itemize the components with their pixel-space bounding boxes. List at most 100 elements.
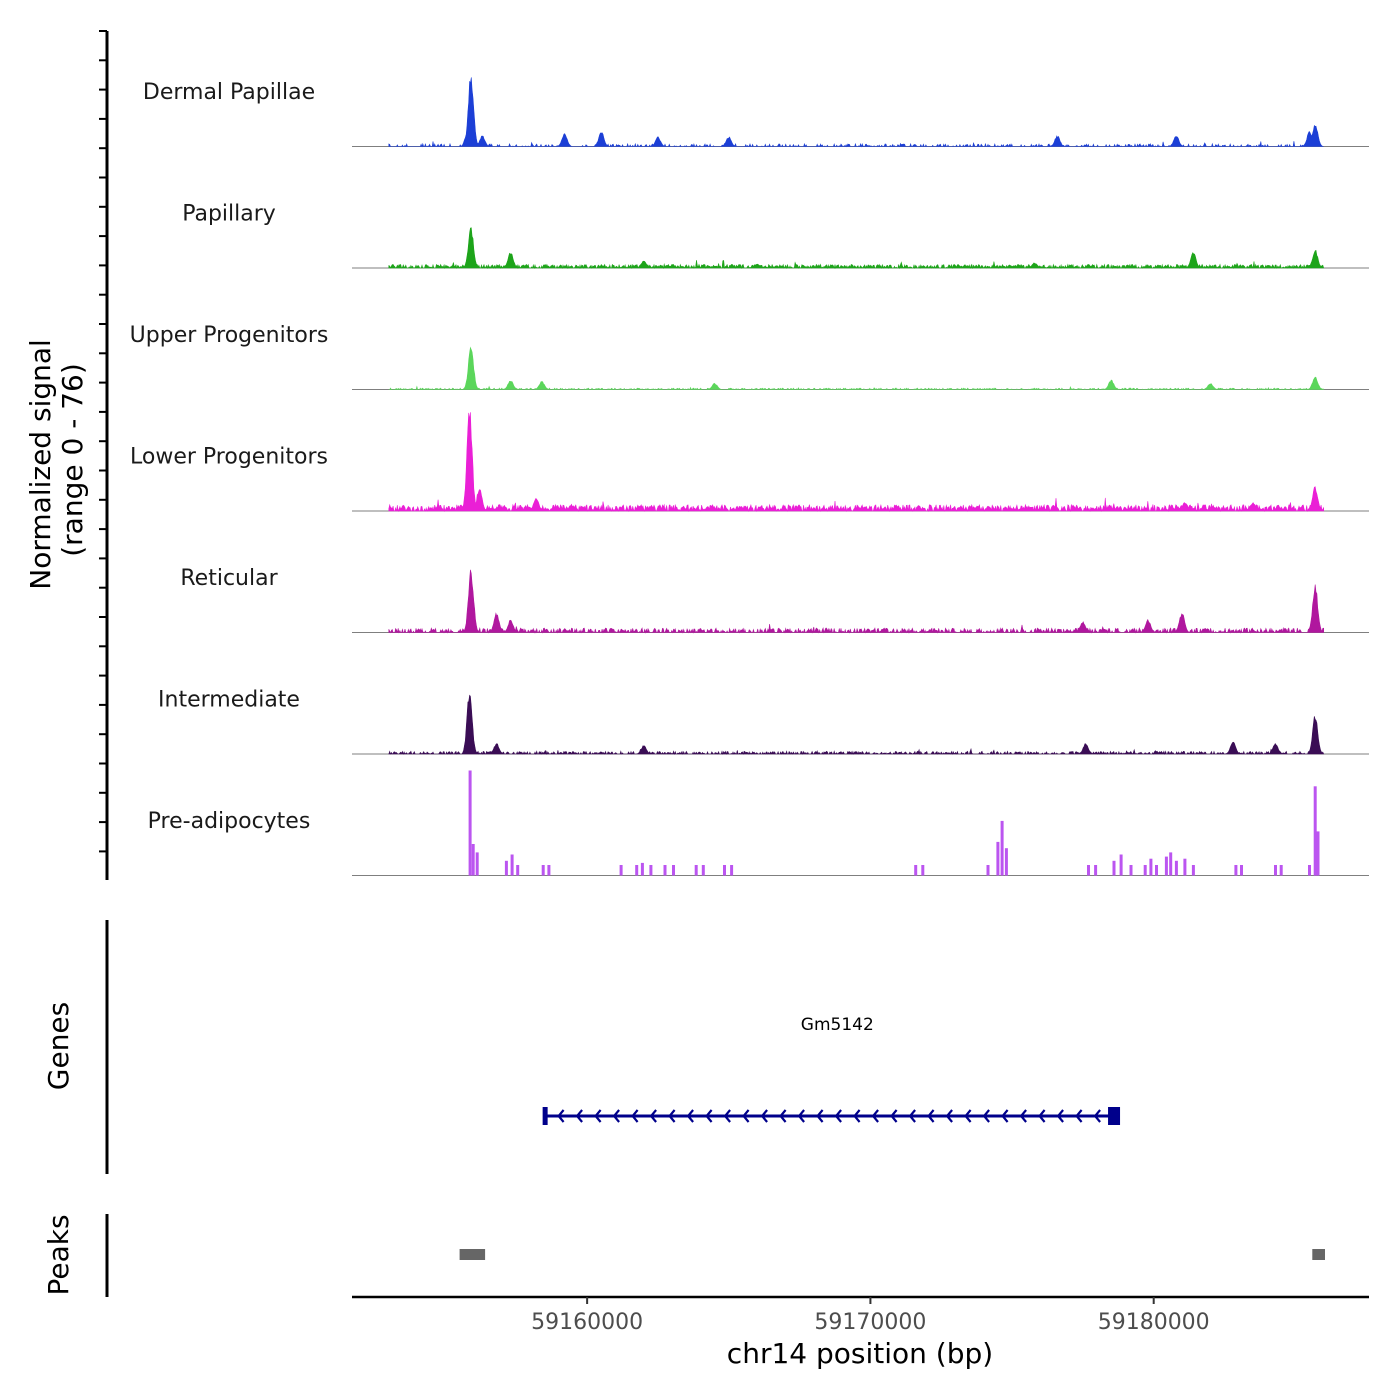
x-tick-label: 59160000 (531, 1310, 643, 1335)
signal-spike (694, 865, 698, 876)
signal-spike (701, 865, 705, 876)
strand-arrow (668, 1109, 676, 1123)
signal-spike (1240, 865, 1243, 876)
track-label: Pre-adipocytes (148, 809, 311, 834)
signal-spike (1000, 820, 1004, 876)
strand-arrow (908, 1109, 916, 1123)
strand-arrow (686, 1109, 694, 1123)
signal-spike (640, 862, 644, 876)
strand-arrow (705, 1109, 713, 1123)
strand-arrow (982, 1109, 990, 1123)
track-list: Dermal Papillae Papillary Upper Progenitor… (130, 77, 1369, 876)
peaks-panel-label: Peaks (42, 1214, 75, 1295)
track-label: Reticular (180, 566, 278, 591)
signal-spike (1149, 858, 1153, 876)
signal-spike (510, 854, 514, 876)
peak-regions (459, 1249, 1325, 1260)
strand-arrow (1038, 1109, 1046, 1123)
signal-spike (541, 865, 545, 876)
signal-spike (1191, 865, 1195, 876)
strand-arrow (945, 1109, 953, 1123)
track-label: Intermediate (158, 688, 300, 713)
signal-area (388, 77, 1324, 148)
peak-region (1312, 1249, 1325, 1260)
track: Intermediate (158, 688, 1369, 756)
gene-exon (542, 1107, 548, 1125)
signal-spike (1169, 852, 1173, 876)
y-axis-label-line1: Normalized signal (24, 339, 57, 590)
strand-arrow (557, 1109, 565, 1123)
signal-spike (475, 852, 479, 876)
signal-area (388, 569, 1324, 634)
strand-arrow (649, 1109, 657, 1123)
signal-spike (1313, 786, 1317, 876)
strand-arrow (612, 1109, 620, 1123)
gene-items: Gm5142 (542, 1015, 1121, 1125)
strand-arrow (964, 1109, 972, 1123)
strand-arrow (594, 1109, 602, 1123)
gene-label: Gm5142 (801, 1015, 874, 1035)
signal-spike (1087, 865, 1090, 876)
strand-arrow (779, 1109, 787, 1123)
strand-arrow (742, 1109, 750, 1123)
track-label: Upper Progenitors (130, 323, 329, 348)
signal-spike (635, 865, 639, 876)
signal-spike (649, 865, 653, 876)
y-axis-label: Normalized signal (range 0 - 76) (24, 330, 89, 589)
signal-area (388, 694, 1325, 756)
signal-spike (1308, 865, 1311, 876)
strand-arrow (834, 1109, 842, 1123)
genes-panel: Genes Gm5142 (42, 920, 1121, 1174)
track: Lower Progenitors (130, 412, 1369, 513)
signal-spike (723, 865, 726, 876)
strand-arrow (890, 1109, 898, 1123)
track: Papillary (182, 202, 1369, 270)
track: Upper Progenitors (130, 323, 1369, 391)
strand-arrow (575, 1109, 583, 1123)
coverage-panel: Normalized signal (range 0 - 76) Dermal … (24, 30, 1369, 880)
gene: Gm5142 (542, 1015, 1121, 1125)
gene-exon (1108, 1107, 1121, 1125)
x-axis-ticks: 59160000 59170000 59180000 (531, 1297, 1210, 1335)
strand-arrow (1001, 1109, 1009, 1123)
track-label: Dermal Papillae (143, 80, 315, 105)
x-axis: 59160000 59170000 59180000 chr14 position … (352, 1295, 1369, 1370)
signal-spike (663, 865, 667, 876)
signal-spike (516, 865, 520, 876)
signal-spike (1129, 865, 1133, 876)
strand-arrow (816, 1109, 824, 1123)
signal-spike (1174, 860, 1178, 876)
signal-spike (730, 865, 734, 876)
signal-spike (471, 844, 475, 876)
x-tick-label: 59170000 (814, 1310, 926, 1335)
track: Dermal Papillae (143, 77, 1369, 148)
strand-arrow (797, 1109, 805, 1123)
signal-spike (619, 865, 623, 876)
track-label: Papillary (182, 202, 276, 227)
peak-region (459, 1249, 486, 1260)
signal-spike (996, 841, 1000, 876)
peaks-panel: Peaks (42, 1214, 1325, 1297)
signal-spike (1143, 865, 1147, 876)
strand-arrow (1056, 1109, 1064, 1123)
signal-spike (1004, 848, 1008, 876)
signal-spike (1316, 831, 1320, 876)
signal-spike (1094, 865, 1098, 876)
signal-spike (468, 770, 472, 876)
signal-spike (1274, 865, 1277, 876)
signal-spike (547, 865, 551, 876)
signal-spike (921, 865, 925, 876)
signal-spike (1279, 865, 1283, 876)
signal-spike (1183, 858, 1187, 876)
signal-area (388, 412, 1324, 513)
strand-arrow (871, 1109, 879, 1123)
x-axis-label: chr14 position (bp) (727, 1337, 993, 1370)
signal-spike (914, 865, 918, 876)
strand-arrow (1093, 1109, 1101, 1123)
signal-spike (1112, 860, 1116, 876)
x-tick-label: 59180000 (1098, 1310, 1210, 1335)
track: Reticular (180, 566, 1369, 634)
strand-arrow (1075, 1109, 1083, 1123)
strand-arrow (927, 1109, 935, 1123)
